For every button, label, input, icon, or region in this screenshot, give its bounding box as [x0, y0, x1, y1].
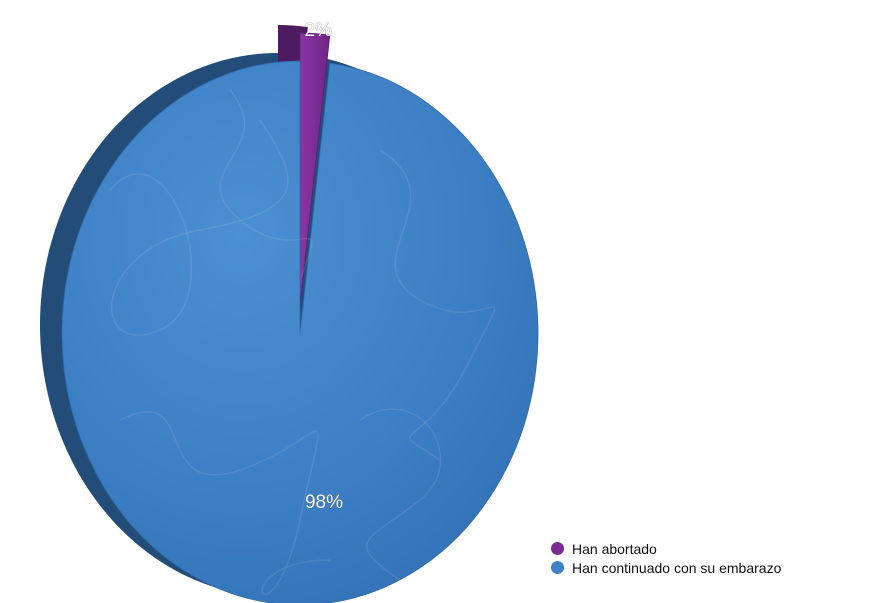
- texture-swirl-3: [119, 411, 331, 596]
- texture-swirl-4: [219, 89, 313, 281]
- texture-swirl-2: [379, 149, 496, 461]
- legend: Han abortado Han continuado con su embar…: [551, 539, 781, 577]
- data-label-han-continuado-con-su-embarazo: 98%: [305, 492, 343, 513]
- pie-slices: [61, 32, 539, 603]
- legend-label-han-continuado: Han continuado con su embarazo: [572, 559, 782, 576]
- legend-item-han-abortado: Han abortado: [551, 539, 781, 558]
- pie-labels: 2% 98%: [304, 20, 343, 513]
- legend-item-han-continuado: Han continuado con su embarazo: [551, 558, 781, 577]
- pie-slice-han-abortado: [299, 32, 331, 306]
- pie-slice-han-continuado-con-su-embarazo: [61, 60, 539, 603]
- legend-swatch-han-continuado: [551, 561, 564, 574]
- texture-swirl-5: [359, 408, 442, 581]
- legend-swatch-han-abortado: [551, 542, 564, 555]
- pie-texture: [109, 89, 496, 596]
- texture-swirl-1: [109, 119, 289, 336]
- legend-label-han-abortado: Han abortado: [572, 540, 657, 557]
- data-label-han-abortado: 2%: [305, 20, 333, 41]
